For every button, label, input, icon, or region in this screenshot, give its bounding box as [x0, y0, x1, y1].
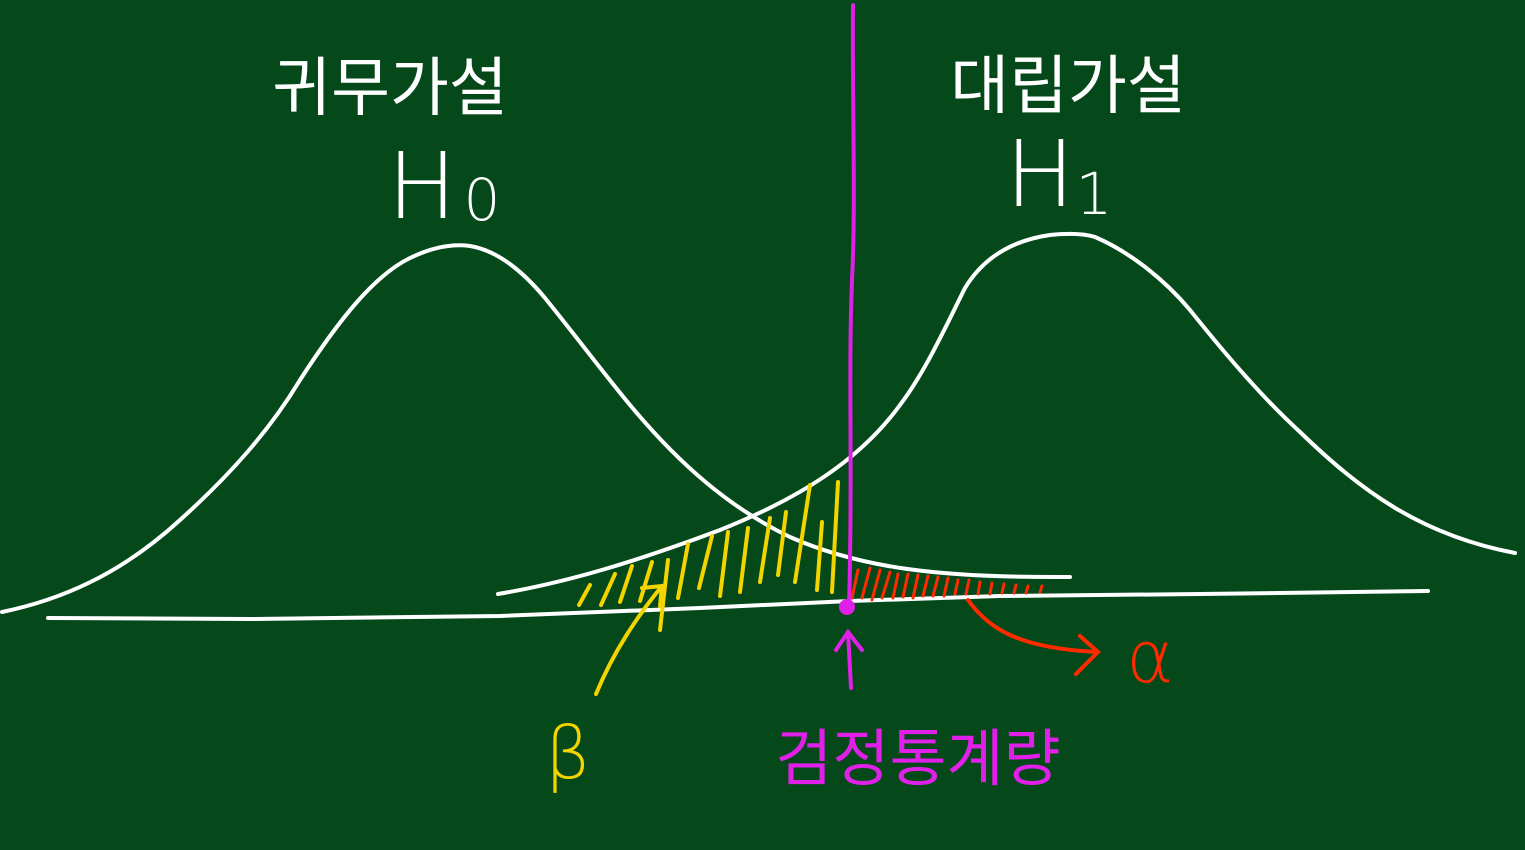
alpha-label: α	[1126, 615, 1173, 699]
alternative-hypothesis-symbol: H	[1005, 121, 1074, 228]
beta-region-hatching	[577, 480, 840, 632]
null-hypothesis-title: 귀무가설	[272, 52, 508, 126]
x-axis-line	[46, 589, 1430, 622]
test-statistic-label: 검정통계량	[775, 722, 1060, 795]
beta-label: β	[545, 711, 591, 795]
beta-arrow	[594, 583, 665, 696]
null-distribution-curve	[0, 243, 1072, 614]
test-statistic-point	[839, 599, 855, 615]
alternative-hypothesis-subscript: 1	[1076, 160, 1113, 228]
alternative-distribution-curve	[496, 231, 1517, 596]
alpha-region-hatching	[850, 566, 1044, 602]
test-statistic-arrow	[834, 628, 864, 690]
null-hypothesis-subscript: 0	[464, 166, 501, 234]
null-hypothesis-symbol: H	[387, 133, 456, 240]
test-statistic-line	[847, 3, 856, 608]
alpha-arrow	[966, 598, 1101, 676]
alternative-hypothesis-title: 대립가설	[950, 50, 1186, 124]
